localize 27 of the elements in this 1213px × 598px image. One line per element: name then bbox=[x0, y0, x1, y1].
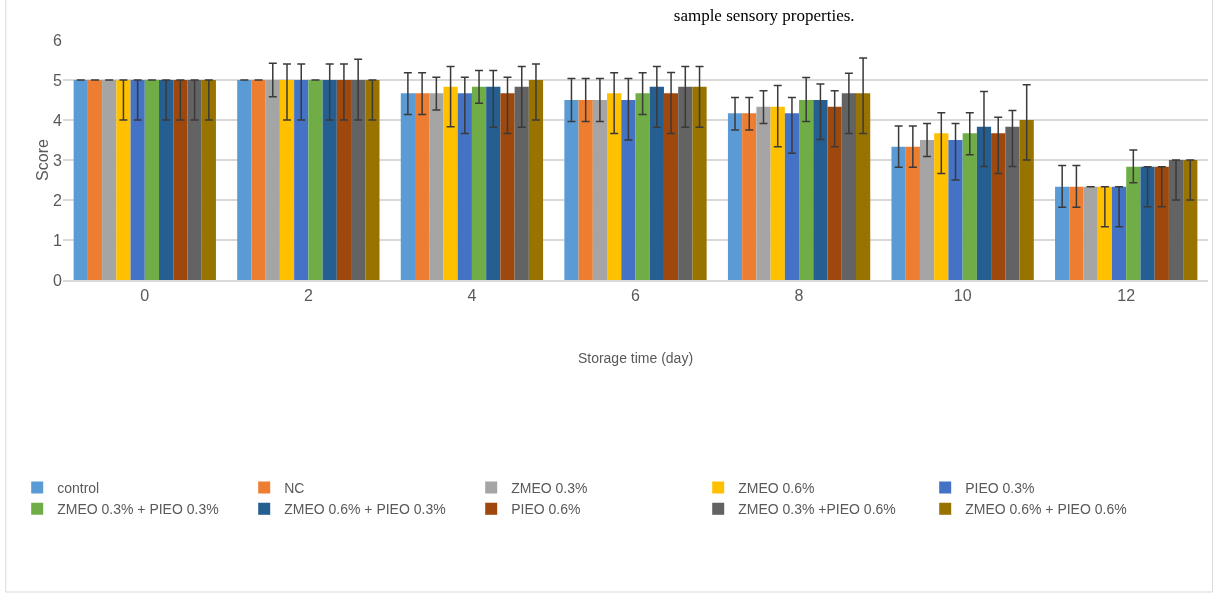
x-tick-label: 4 bbox=[467, 286, 477, 304]
y-axis-title: Score bbox=[33, 139, 51, 181]
y-tick-label: 0 bbox=[53, 271, 63, 289]
x-tick-label: 12 bbox=[1117, 286, 1136, 304]
legend-label: ZMEO 0.6% bbox=[738, 480, 815, 497]
legend-label: NC bbox=[284, 480, 305, 497]
y-tick-label: 5 bbox=[53, 71, 63, 89]
chart-title: sample sensory properties. bbox=[673, 5, 855, 25]
x-tick-label: 2 bbox=[303, 286, 313, 304]
legend-label: control bbox=[57, 480, 100, 497]
legend-label: ZMEO 0.3% + PIEO 0.3% bbox=[57, 501, 219, 518]
legend-label: ZMEO 0.6% + PIEO 0.6% bbox=[965, 501, 1127, 518]
y-tick-label: 3 bbox=[53, 151, 63, 169]
y-tick-label: 4 bbox=[53, 111, 63, 129]
x-tick-label: 8 bbox=[794, 286, 804, 304]
legend-label: PIEO 0.6% bbox=[511, 501, 581, 518]
legend-label: ZMEO 0.3% bbox=[511, 480, 588, 497]
legend-label: ZMEO 0.6% + PIEO 0.3% bbox=[284, 501, 446, 518]
y-tick-label: 2 bbox=[53, 191, 63, 209]
x-tick-label: 0 bbox=[140, 286, 150, 304]
legend-label: ZMEO 0.3% +PIEO 0.6% bbox=[738, 501, 896, 518]
legend-label: PIEO 0.3% bbox=[965, 480, 1035, 497]
x-axis-title: Storage time (day) bbox=[577, 349, 694, 366]
x-tick-label: 10 bbox=[953, 286, 972, 304]
y-tick-label: 1 bbox=[53, 231, 63, 249]
y-tick-label: 6 bbox=[53, 31, 63, 49]
x-tick-label: 6 bbox=[631, 286, 641, 304]
